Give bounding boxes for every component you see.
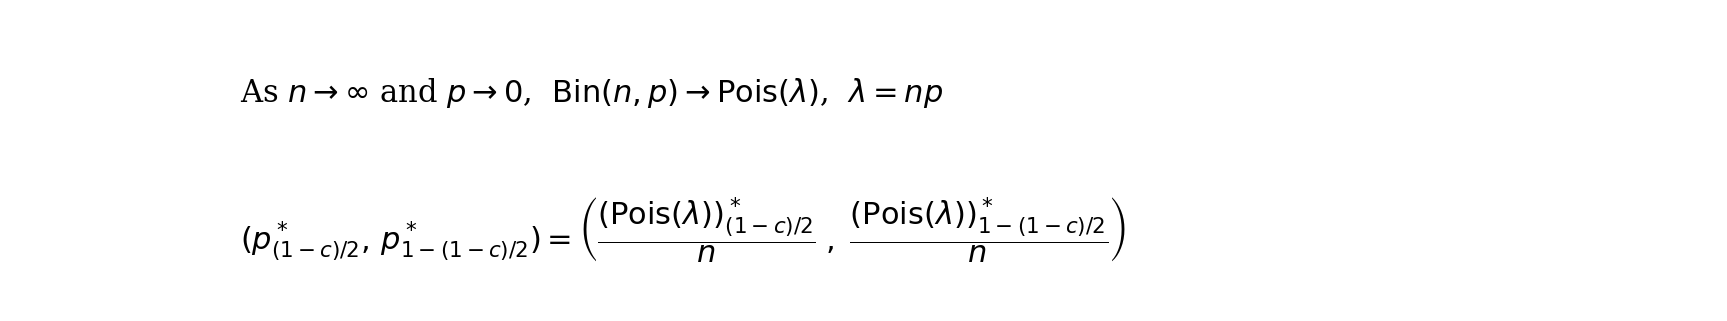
Text: As $n \to \infty$ and $p \to 0$,  $\mathrm{Bin}(n, p) \to \mathrm{Pois}(\lambda): As $n \to \infty$ and $p \to 0$, $\mathr…: [240, 76, 943, 110]
Text: $(p^*_{(1-c)/2},\, p^*_{1-(1-c)/2}) = \left( \dfrac{(\mathrm{Pois}(\lambda))^*_{: $(p^*_{(1-c)/2},\, p^*_{1-(1-c)/2}) = \l…: [240, 196, 1126, 266]
